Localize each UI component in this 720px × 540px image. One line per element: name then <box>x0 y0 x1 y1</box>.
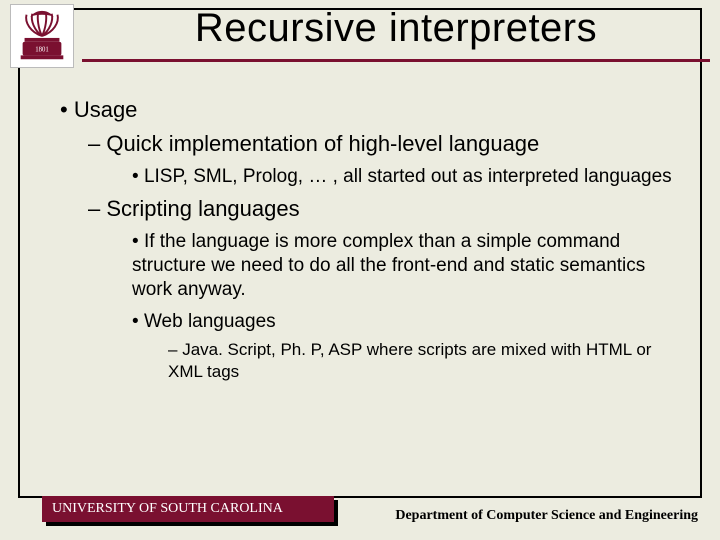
footer-university-label: UNIVERSITY OF SOUTH CAROLINA <box>42 496 334 522</box>
bullet-js: Java. Script, Ph. P, ASP where scripts a… <box>168 339 690 382</box>
bullet-web: Web languages <box>132 310 690 334</box>
slide-content: Usage Quick implementation of high-level… <box>60 96 690 382</box>
slide-title: Recursive interpreters <box>82 6 710 51</box>
bullet-complex: If the language is more complex than a s… <box>132 230 690 301</box>
bullet-quick-impl: Quick implementation of high-level langu… <box>88 130 690 158</box>
svg-text:1801: 1801 <box>35 46 49 53</box>
bullet-usage: Usage <box>60 96 690 124</box>
title-container: Recursive interpreters <box>82 6 710 62</box>
university-logo: 1801 <box>10 4 74 68</box>
bullet-scripting: Scripting languages <box>88 195 690 223</box>
bullet-lisp: LISP, SML, Prolog, … , all started out a… <box>132 165 690 189</box>
footer-department: Department of Computer Science and Engin… <box>395 508 698 524</box>
footer-university-bar: UNIVERSITY OF SOUTH CAROLINA <box>42 496 334 522</box>
